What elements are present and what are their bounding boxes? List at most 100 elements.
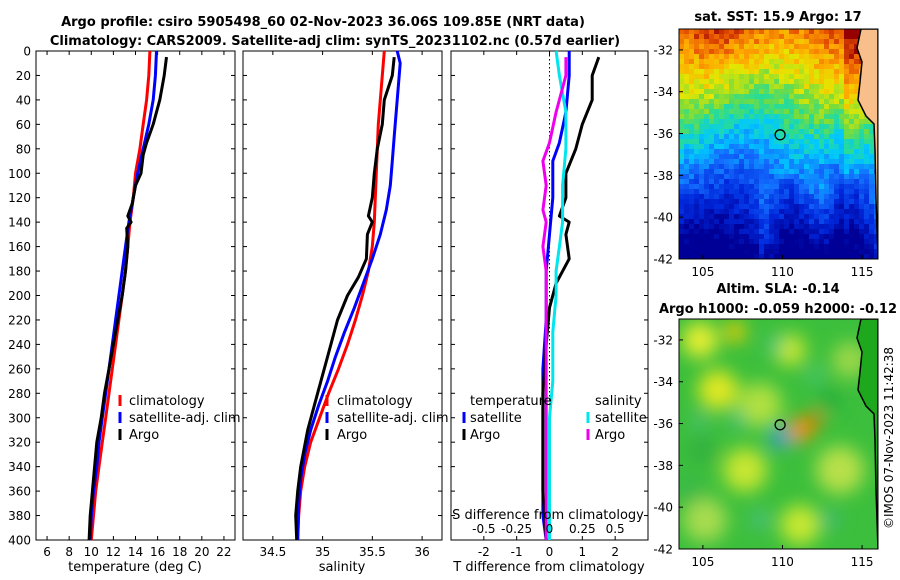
legend-label-argo: Argo xyxy=(337,428,367,443)
x-tick-label: 10 xyxy=(84,545,99,559)
salinity-legend: climatology satellite-adj. clim Argo xyxy=(325,394,449,443)
y-tick-label: 360 xyxy=(8,485,31,499)
y-tick-label: 160 xyxy=(8,240,31,254)
x-tick-label: 20 xyxy=(194,545,209,559)
s-difference-label: S difference from climatology xyxy=(452,508,644,523)
series-line-salinity-argo xyxy=(541,57,568,540)
sst-map-title: sat. SST: 15.9 Argo: 17 xyxy=(694,10,861,25)
sla-axes-box xyxy=(678,318,879,550)
lat-tick-label: -36 xyxy=(653,417,673,431)
lon-tick-label: 115 xyxy=(851,265,874,279)
sla-latitude-axis: -32 -34 -36 -38 -40 -42 xyxy=(653,333,683,557)
salinity-x-axis: 34.5 35 35.5 36 xyxy=(259,51,430,559)
difference-depth-ticks xyxy=(451,50,648,541)
legend-label-sal-satellite: satellite xyxy=(595,411,647,426)
series-line-temperature-argo xyxy=(541,56,601,541)
t-difference-xlabel: T difference from climatology xyxy=(452,560,645,575)
legend-header-salinity: salinity xyxy=(595,394,642,409)
y-tick-label: 0 xyxy=(23,45,31,59)
y-tick-label: 60 xyxy=(16,118,31,132)
difference-panel: -2 -1 0 1 2 temperature satellite Argo salin… xyxy=(450,50,649,575)
y-tick-label: 280 xyxy=(8,387,31,401)
legend-label-temp-satellite: satellite xyxy=(470,411,522,426)
x-tick-label: -2 xyxy=(478,545,490,559)
lat-tick-label: -32 xyxy=(653,43,673,57)
legend-header-temperature: temperature xyxy=(470,394,552,409)
title-line-2: Climatology: CARS2009. Satellite-adj cli… xyxy=(50,34,620,49)
lat-tick-label: -36 xyxy=(653,127,673,141)
sla-map-title-2: Argo h1000: -0.059 h2000: -0.12 xyxy=(659,302,897,317)
lat-tick-label: -34 xyxy=(653,85,673,99)
lat-tick-label: -40 xyxy=(653,211,673,225)
x-tick-label: 12 xyxy=(106,545,121,559)
y-tick-label: 120 xyxy=(8,191,31,205)
y-tick-label: 180 xyxy=(8,265,31,279)
series-line-satellite-adj-clim xyxy=(88,50,158,541)
x-tick-label: 35.5 xyxy=(359,545,386,559)
series-line-salinity-satellite xyxy=(548,50,568,540)
y-tick-label: 140 xyxy=(8,216,31,230)
y-tick-label: 100 xyxy=(8,167,31,181)
sla-map: Altim. SLA: -0.14 Argo h1000: -0.059 h20… xyxy=(653,282,897,569)
y-tick-label: 400 xyxy=(8,534,31,548)
lon-tick-label: 105 xyxy=(691,555,714,569)
temperature-axes-box xyxy=(35,50,236,541)
x-tick-label: 34.5 xyxy=(259,545,286,559)
sst-latitude-axis: -32 -34 -36 -38 -40 -42 xyxy=(653,43,683,267)
sst-axes-box xyxy=(678,28,879,260)
salinity-panel: 34.5 35 35.5 36 climatology satellite-adj. … xyxy=(242,50,449,575)
x-tick-label: 2 xyxy=(611,545,619,559)
y-tick-label: 240 xyxy=(8,338,31,352)
y-tick-label: 260 xyxy=(8,362,31,376)
sst-map: sat. SST: 15.9 Argo: 17 -32-34-36-38-40-… xyxy=(653,10,879,279)
x-tick-label: 6 xyxy=(43,545,51,559)
s-tick-label: 0 xyxy=(546,522,554,536)
x-tick-label: 16 xyxy=(150,545,165,559)
series-line-argo xyxy=(87,56,168,541)
x-tick-label: 35 xyxy=(315,545,330,559)
y-tick-label: 300 xyxy=(8,411,31,425)
sst-heatmap-cells xyxy=(679,29,878,259)
s-tick-label: 0.25 xyxy=(569,522,596,536)
lon-tick-label: 115 xyxy=(851,555,874,569)
s-tick-label: 0.5 xyxy=(606,522,625,536)
temperature-legend: climatology satellite-adj. clim Argo xyxy=(118,394,241,443)
x-tick-label: 36 xyxy=(414,545,429,559)
y-tick-label: 220 xyxy=(8,313,31,327)
salinity-axes-box xyxy=(242,50,443,541)
title-line-1: Argo profile: csiro 5905498_60 02-Nov-20… xyxy=(61,15,585,30)
temperature-x-axis: 6 8 10 12 14 16 18 20 22 xyxy=(43,51,232,559)
legend-label-climatology: climatology xyxy=(129,394,205,409)
series-line-climatology xyxy=(296,50,386,541)
sla-longitude-axis: 105 110 115 xyxy=(691,545,874,569)
series-line-argo xyxy=(294,56,396,541)
x-tick-label: 0 xyxy=(546,545,554,559)
imos-credit: ©IMOS 07-Nov-2023 11:42:38 xyxy=(882,347,896,529)
sla-map-title-1: Altim. SLA: -0.14 xyxy=(716,282,839,297)
series-line-satellite-adj-clim xyxy=(296,50,402,541)
x-tick-label: 14 xyxy=(128,545,143,559)
lat-tick-label: -32 xyxy=(653,333,673,347)
s-tick-label: -0.25 xyxy=(501,522,532,536)
lon-tick-label: 105 xyxy=(691,265,714,279)
y-tick-label: 380 xyxy=(8,509,31,523)
lat-tick-label: -34 xyxy=(653,375,673,389)
x-tick-label: 18 xyxy=(172,545,187,559)
sla-heatmap-cells xyxy=(679,322,868,545)
x-tick-label: 22 xyxy=(216,545,231,559)
temperature-xlabel: temperature (deg C) xyxy=(68,560,202,575)
y-tick-label: 40 xyxy=(16,93,31,107)
lat-tick-label: -38 xyxy=(653,169,673,183)
lat-tick-label: -40 xyxy=(653,501,673,515)
salinity-xlabel: salinity xyxy=(319,560,366,575)
legend-label-argo: Argo xyxy=(129,428,159,443)
sst-land xyxy=(856,29,878,259)
sst-longitude-axis: 105 110 115 xyxy=(691,255,874,279)
legend-label-climatology: climatology xyxy=(337,394,413,409)
sst-argo-marker xyxy=(774,129,786,141)
difference-legend: temperature satellite Argo salinity sate… xyxy=(462,394,647,443)
legend-label-satellite-adj: satellite-adj. clim xyxy=(337,411,449,426)
lat-tick-label: -42 xyxy=(653,543,673,557)
sla-argo-marker xyxy=(774,419,786,431)
